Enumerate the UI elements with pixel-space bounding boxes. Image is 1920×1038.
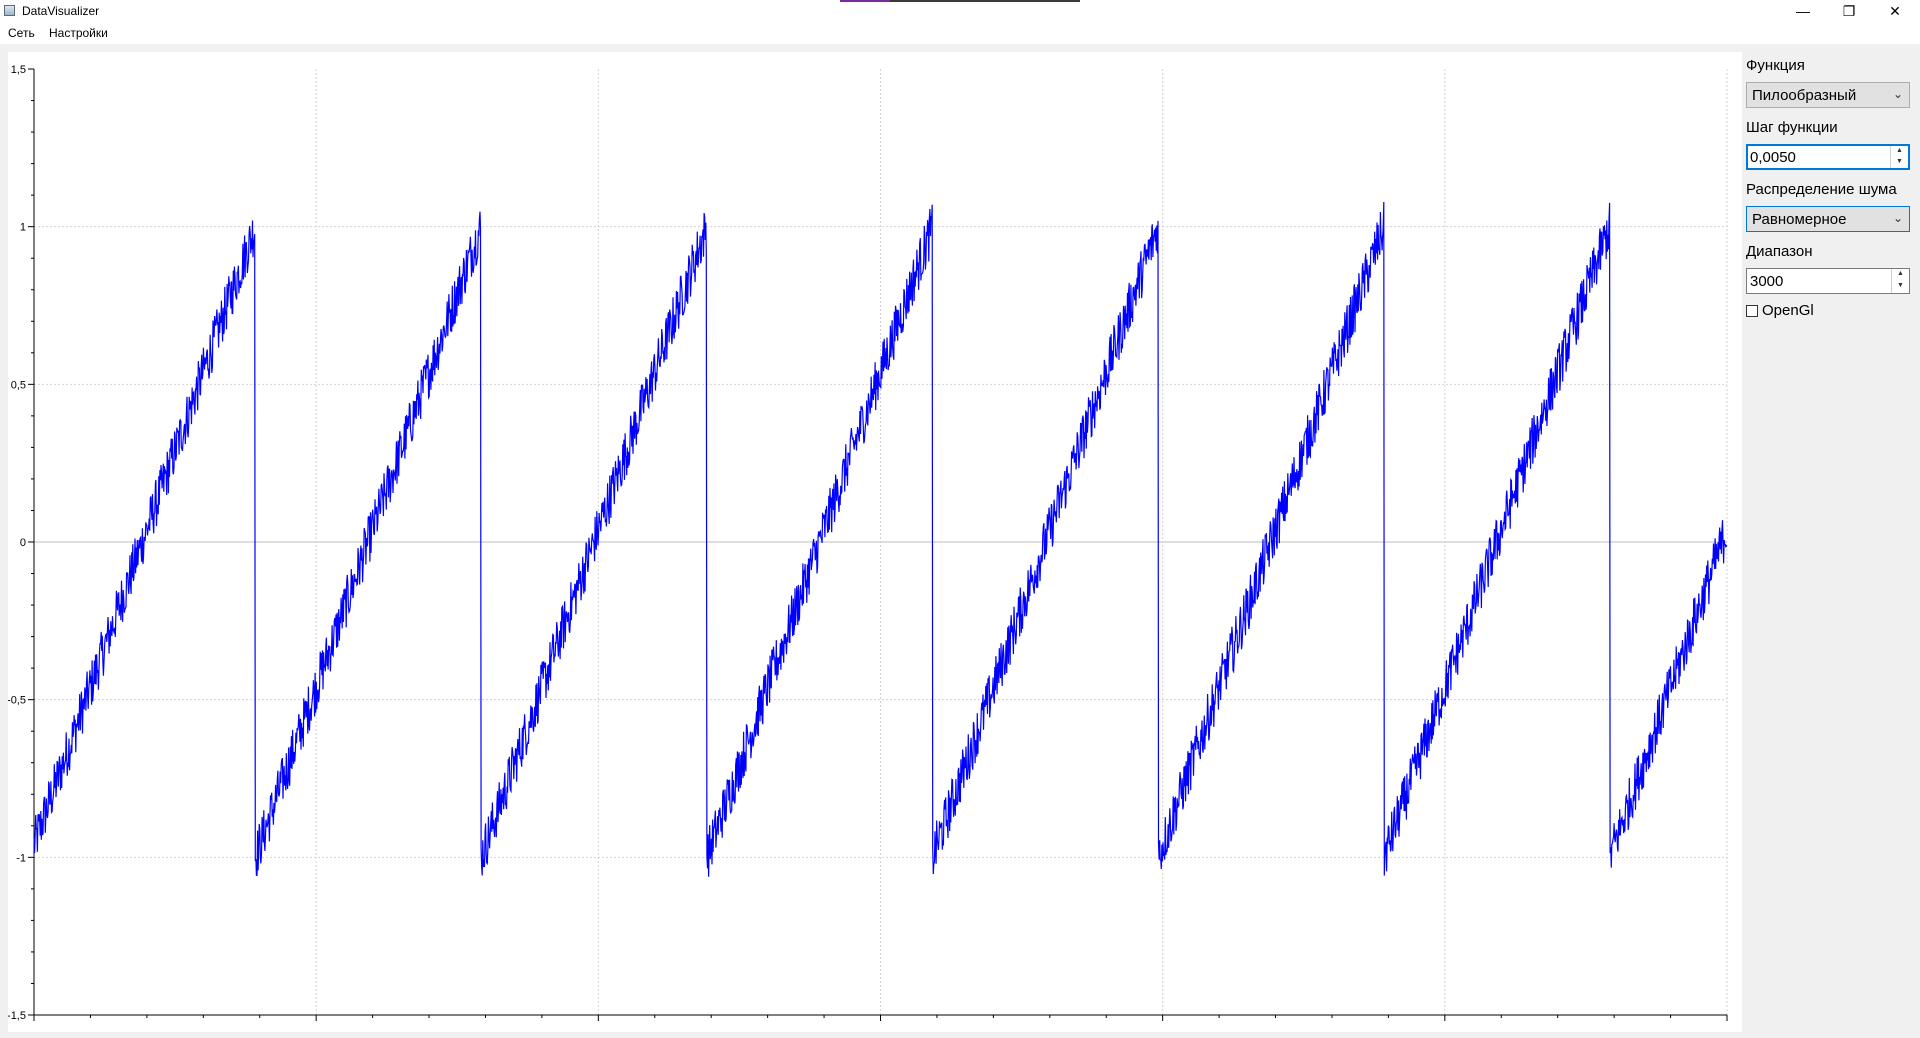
spin-down-icon[interactable]: ▼: [1896, 158, 1903, 165]
y-tick-label: 0,5: [11, 379, 26, 391]
chart-series-line: [33, 201, 1728, 877]
spin-up-icon[interactable]: ▲: [1897, 270, 1904, 277]
step-label: Шаг функции: [1746, 119, 1838, 136]
noise-distribution-label: Распределение шума: [1746, 181, 1897, 198]
y-tick-label: 0: [20, 537, 26, 549]
y-tick-label: -0,5: [8, 695, 26, 707]
opengl-checkbox[interactable]: OpenGl: [1746, 302, 1814, 319]
minimize-icon: —: [1796, 3, 1810, 19]
checkbox-icon[interactable]: [1746, 304, 1758, 317]
function-label: Функция: [1746, 57, 1805, 74]
range-label: Диапазон: [1746, 243, 1813, 260]
title-bar: DataVisualizer — ❐ ✕: [0, 0, 1920, 22]
chart-tick-labels: 1,5 1 0,5 0 -0,5 -1 -1,5: [8, 64, 26, 1022]
noise-distribution-combobox-value: Равномерное: [1752, 211, 1847, 228]
title-accent-bar: [840, 0, 1080, 2]
restore-icon: ❐: [1842, 2, 1856, 19]
window-title: DataVisualizer: [22, 4, 100, 18]
close-icon: ✕: [1889, 2, 1901, 19]
step-spinbox-value: 0,0050: [1750, 149, 1796, 166]
chart-panel: 1,5 1 0,5 0 -0,5 -1 -1,5: [8, 52, 1742, 1032]
opengl-checkbox-label: OpenGl: [1762, 302, 1814, 319]
function-combobox[interactable]: Пилообразный ⌄: [1746, 82, 1910, 108]
function-combobox-value: Пилообразный: [1752, 87, 1857, 104]
close-button[interactable]: ✕: [1872, 0, 1918, 22]
range-spinbox[interactable]: 3000 ▲ ▼: [1746, 268, 1910, 294]
chevron-down-icon: ⌄: [1892, 87, 1903, 101]
step-spinbox[interactable]: 0,0050 ▲ ▼: [1746, 144, 1910, 170]
restore-button[interactable]: ❐: [1826, 0, 1872, 22]
spin-up-icon[interactable]: ▲: [1896, 147, 1903, 154]
app-icon: [4, 5, 15, 16]
y-tick-label: -1,5: [8, 1010, 26, 1022]
y-tick-label: 1: [20, 222, 26, 234]
chevron-down-icon: ⌄: [1892, 211, 1903, 225]
y-tick-label: 1,5: [11, 64, 26, 76]
spin-down-icon[interactable]: ▼: [1897, 282, 1904, 289]
menu-item-settings[interactable]: Настройки: [49, 26, 108, 40]
menu-item-network[interactable]: Сеть: [8, 26, 35, 40]
menu-bar: Сеть Настройки: [0, 22, 1920, 44]
chart-grid: [34, 69, 1728, 1015]
noise-distribution-combobox[interactable]: Равномерное ⌄: [1746, 206, 1910, 232]
y-tick-label: -1: [16, 852, 26, 864]
minimize-button[interactable]: —: [1780, 0, 1826, 22]
chart-canvas: 1,5 1 0,5 0 -0,5 -1 -1,5: [8, 64, 1728, 1022]
range-spinbox-value: 3000: [1750, 273, 1784, 290]
chart-axes: [28, 68, 1728, 1021]
